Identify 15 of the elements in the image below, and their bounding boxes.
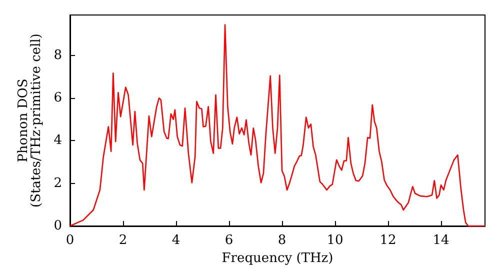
y-tick-label: 2 — [54, 176, 62, 191]
x-tick-label: 6 — [224, 233, 234, 248]
x-tick-label: 0 — [66, 233, 74, 248]
y-tick-label: 0 — [54, 218, 62, 234]
x-tick-label: 8 — [278, 233, 286, 248]
x-tick-label: 14 — [432, 233, 450, 248]
y-axis-title: Phonon DOS (States/THz·primitive cell) — [16, 33, 44, 208]
x-axis-title: Frequency (THz) — [222, 251, 334, 266]
x-tick-label: 12 — [380, 233, 396, 248]
y-tick-label: 8 — [54, 48, 62, 63]
y-tick-label: 6 — [54, 90, 62, 106]
x-tick-label: 2 — [118, 233, 128, 248]
x-tick-label: 4 — [172, 233, 180, 248]
y-tick-label: 4 — [54, 133, 62, 148]
x-tick-label: 10 — [326, 233, 344, 248]
